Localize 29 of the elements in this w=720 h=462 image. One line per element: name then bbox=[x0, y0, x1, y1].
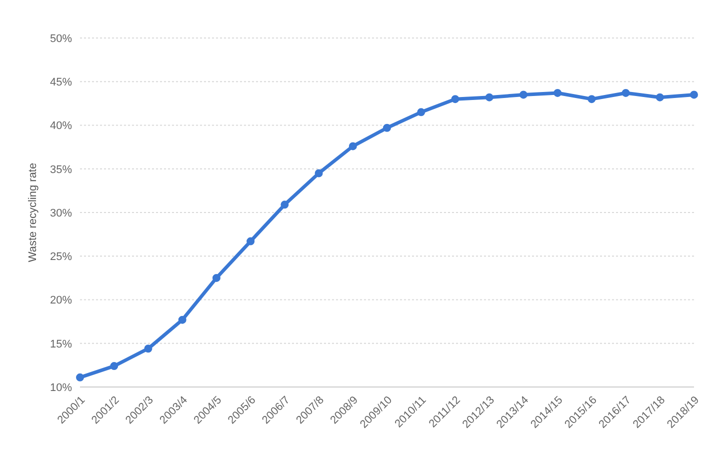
point bbox=[690, 90, 698, 99]
y-tick-label: 40% bbox=[50, 120, 72, 132]
y-tick-label: 30% bbox=[50, 207, 72, 220]
y-tick-label: 35% bbox=[50, 164, 72, 176]
point bbox=[383, 124, 391, 132]
point bbox=[519, 90, 528, 99]
point bbox=[348, 142, 357, 150]
point bbox=[588, 95, 596, 104]
y-tick-label: 45% bbox=[50, 76, 72, 89]
y-tick-label: 25% bbox=[50, 251, 72, 264]
point bbox=[178, 316, 186, 324]
point bbox=[110, 362, 118, 370]
y-axis-title: Waste recycling rate bbox=[26, 162, 39, 262]
point bbox=[76, 373, 84, 382]
point bbox=[246, 237, 255, 246]
y-tick-label: 10% bbox=[50, 382, 72, 394]
point bbox=[280, 200, 289, 209]
y-tick-label: 20% bbox=[50, 294, 72, 307]
point bbox=[622, 88, 630, 97]
point bbox=[451, 95, 460, 104]
point bbox=[314, 169, 323, 178]
y-tick-label: 15% bbox=[50, 338, 72, 350]
point bbox=[212, 274, 220, 282]
y-tick-label: 50% bbox=[50, 32, 72, 45]
point bbox=[656, 93, 664, 102]
point bbox=[554, 88, 562, 97]
point bbox=[417, 108, 426, 116]
point bbox=[485, 93, 494, 102]
point bbox=[144, 344, 152, 353]
